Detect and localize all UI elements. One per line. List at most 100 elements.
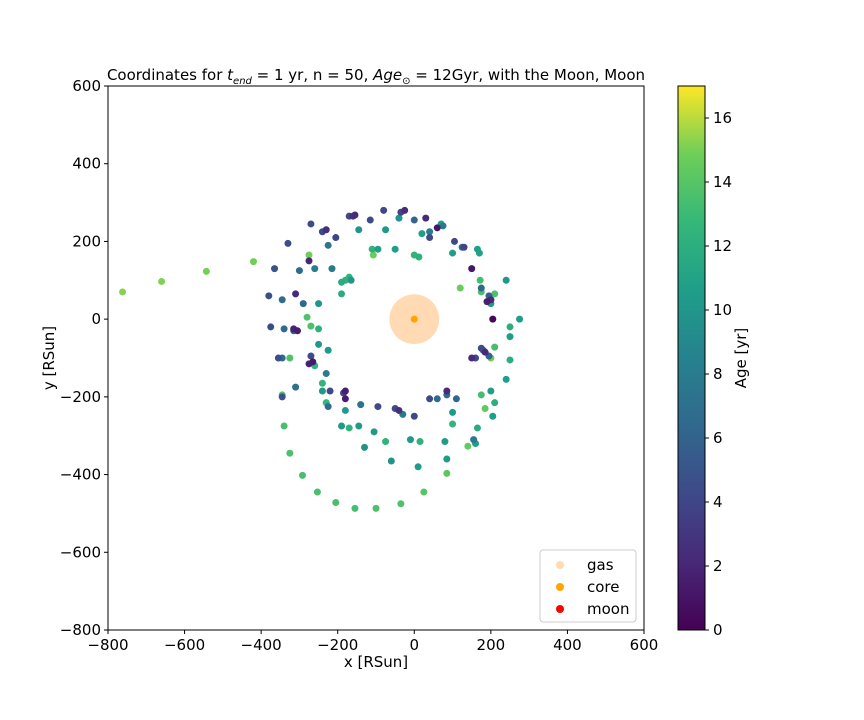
colorbar-label: Age [yr]: [732, 328, 750, 389]
particle-point: [318, 387, 326, 395]
particle-point: [357, 401, 365, 409]
particle-point: [119, 288, 127, 296]
colorbar-tick-label: 16: [713, 109, 732, 127]
particle-point: [406, 436, 414, 444]
particle-point: [349, 212, 357, 220]
particle-point: [295, 267, 303, 275]
particle-point: [426, 228, 434, 236]
colorbar-tick-label: 6: [713, 429, 723, 447]
particle-point: [491, 399, 499, 407]
particle-point: [397, 500, 405, 508]
particle-point: [315, 300, 323, 308]
colorbar-tick-label: 12: [713, 237, 732, 255]
particle-point: [391, 245, 399, 253]
particle-point: [475, 249, 483, 257]
legend-core-label: core: [587, 578, 620, 596]
particle-point: [298, 471, 306, 479]
legend-moon-marker: [556, 605, 564, 613]
particle-point: [450, 237, 458, 245]
particle-point: [280, 422, 288, 430]
particle-point: [380, 206, 388, 214]
y-tick-label: −800: [60, 621, 101, 639]
particle-point: [351, 504, 359, 512]
y-tick-label: 400: [72, 155, 101, 173]
x-tick-label: 600: [630, 636, 659, 654]
particle-point: [307, 322, 315, 330]
x-tick-label: −800: [87, 636, 128, 654]
particle-point: [433, 224, 441, 232]
particle-point: [443, 387, 451, 395]
particle-point: [271, 265, 279, 273]
particle-point: [464, 442, 472, 450]
particle-point: [326, 387, 334, 395]
particle-point: [372, 504, 380, 512]
particle-point: [387, 457, 395, 465]
particle-point: [382, 438, 390, 446]
particle-point: [502, 375, 510, 383]
x-axis-label: x [RSun]: [344, 653, 408, 671]
particle-point: [286, 449, 294, 457]
particle-point: [418, 230, 426, 238]
particle-point: [338, 422, 346, 430]
particle-point: [311, 265, 319, 273]
colorbar-ticks: 0 2 4 6 8 10 12 14 16: [705, 109, 732, 639]
colorbar-tick-label: 8: [713, 365, 723, 383]
particle-point: [460, 243, 468, 251]
y-tick-label: −200: [60, 388, 101, 406]
colorbar-tick-label: 14: [713, 173, 732, 191]
particle-point: [491, 290, 499, 298]
particle-point: [415, 253, 423, 261]
particle-point: [322, 370, 330, 378]
particle-point: [502, 276, 510, 284]
particle-point: [338, 278, 346, 286]
particle-point: [506, 333, 514, 341]
particle-point: [202, 267, 210, 275]
particle-point: [369, 251, 377, 259]
colorbar-tick-label: 4: [713, 493, 723, 511]
legend-gas-label: gas: [587, 556, 614, 574]
particle-point: [284, 239, 292, 247]
particle-point: [274, 354, 282, 362]
particle-point: [286, 354, 294, 362]
particle-point: [307, 352, 315, 360]
chart-title: Coordinates for tend = 1 yr, n = 50, Age…: [107, 66, 645, 87]
particle-point: [265, 292, 273, 300]
particle-point: [324, 241, 332, 249]
colorbar-tick-label: 10: [713, 301, 732, 319]
particle-point: [305, 257, 313, 265]
plot-frame: [107, 85, 645, 631]
particle-point: [410, 412, 418, 420]
legend: gas core moon: [539, 549, 637, 623]
particle-point: [313, 488, 321, 496]
particle-point: [278, 296, 286, 304]
particle-point: [441, 438, 449, 446]
colorbar-tick-label: 0: [713, 621, 723, 639]
particle-point: [489, 412, 497, 420]
particle-point: [473, 424, 481, 432]
particle-point: [456, 284, 464, 292]
core-point: [410, 315, 418, 323]
particle-point: [489, 315, 497, 323]
particle-point: [395, 214, 403, 222]
particle-point: [422, 214, 430, 222]
particle-point: [477, 284, 485, 292]
particle-point: [374, 245, 382, 253]
particle-point: [318, 379, 326, 387]
particle-point: [426, 395, 434, 403]
particle-point: [468, 265, 476, 273]
particle-point: [315, 325, 323, 333]
legend-box: [539, 549, 637, 623]
particle-point: [516, 315, 524, 323]
particle-point: [366, 216, 374, 224]
particle-point: [433, 395, 441, 403]
particle-point: [303, 313, 311, 321]
particle-point: [249, 258, 257, 266]
particle-point: [324, 403, 332, 411]
particle-point: [487, 387, 495, 395]
particle-point: [347, 276, 355, 284]
y-tick-label: 0: [91, 310, 101, 328]
particle-point: [382, 226, 390, 234]
particle-point: [416, 438, 424, 446]
particle-point: [368, 245, 376, 253]
